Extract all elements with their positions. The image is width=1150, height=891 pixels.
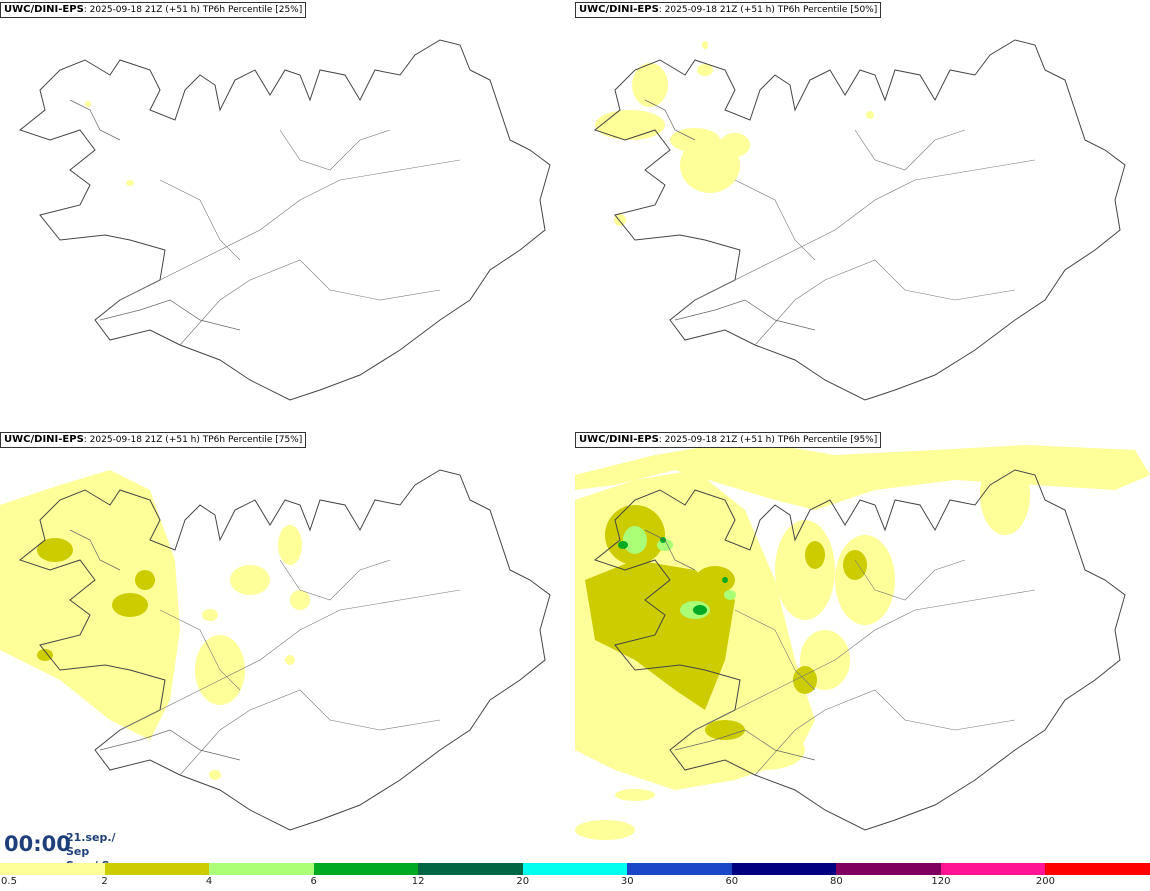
legend-swatch	[522, 863, 628, 875]
panel-title: UWC/DINI-EPS: 2025-09-18 21Z (+51 h) TP6…	[0, 2, 307, 18]
legend-tick-label: 30	[620, 876, 634, 887]
map-panel-25: UWC/DINI-EPS: 2025-09-18 21Z (+51 h) TP6…	[0, 0, 575, 430]
valid-time-clock: 00:00	[4, 832, 71, 856]
legend-tick-label: 2	[101, 876, 108, 887]
panel-title: UWC/DINI-EPS: 2025-09-18 21Z (+51 h) TP6…	[575, 432, 882, 448]
legend-tick-label: 20	[516, 876, 530, 887]
precip-map	[575, 440, 1150, 840]
map-panel-95: UWC/DINI-EPS: 2025-09-18 21Z (+51 h) TP6…	[575, 430, 1150, 860]
legend-tick-label: 60	[725, 876, 739, 887]
precip-map	[19, 39, 551, 401]
legend-tick-label: 6	[310, 876, 317, 887]
legend-swatch	[1045, 863, 1150, 875]
precip-map	[0, 469, 551, 831]
panel-title: UWC/DINI-EPS: 2025-09-18 21Z (+51 h) TP6…	[575, 2, 882, 18]
legend-swatch	[313, 863, 419, 875]
legend-swatch	[418, 863, 523, 875]
precip-map	[594, 39, 1126, 401]
color-legend	[0, 863, 1150, 875]
map-panel-50: UWC/DINI-EPS: 2025-09-18 21Z (+51 h) TP6…	[575, 0, 1150, 430]
legend-tick-label: 12	[411, 876, 425, 887]
legend-swatch	[836, 863, 941, 875]
legend-ticks: 0.5 2 4 6 12 20 30 60 80 120 200	[0, 876, 1150, 890]
legend-swatch	[731, 863, 837, 875]
legend-tick-label: 4	[205, 876, 213, 887]
legend-tick-label: 120	[931, 876, 951, 887]
legend-swatch	[0, 863, 105, 875]
map-panel-75: UWC/DINI-EPS: 2025-09-18 21Z (+51 h) TP6…	[0, 430, 575, 860]
legend-swatch	[209, 863, 314, 875]
legend-swatch	[627, 863, 732, 875]
legend-swatch	[940, 863, 1046, 875]
valid-date: 21.sep./ Sep	[66, 831, 116, 858]
legend-swatch	[104, 863, 210, 875]
panel-title: UWC/DINI-EPS: 2025-09-18 21Z (+51 h) TP6…	[0, 432, 307, 448]
valid-time-box: 00:00 21.sep./ Sep Sun./ Sun	[0, 828, 140, 872]
legend-tick-label: 0.5	[1, 876, 17, 887]
legend-tick-label: 200	[1035, 876, 1055, 887]
legend-tick-label: 80	[829, 876, 843, 887]
